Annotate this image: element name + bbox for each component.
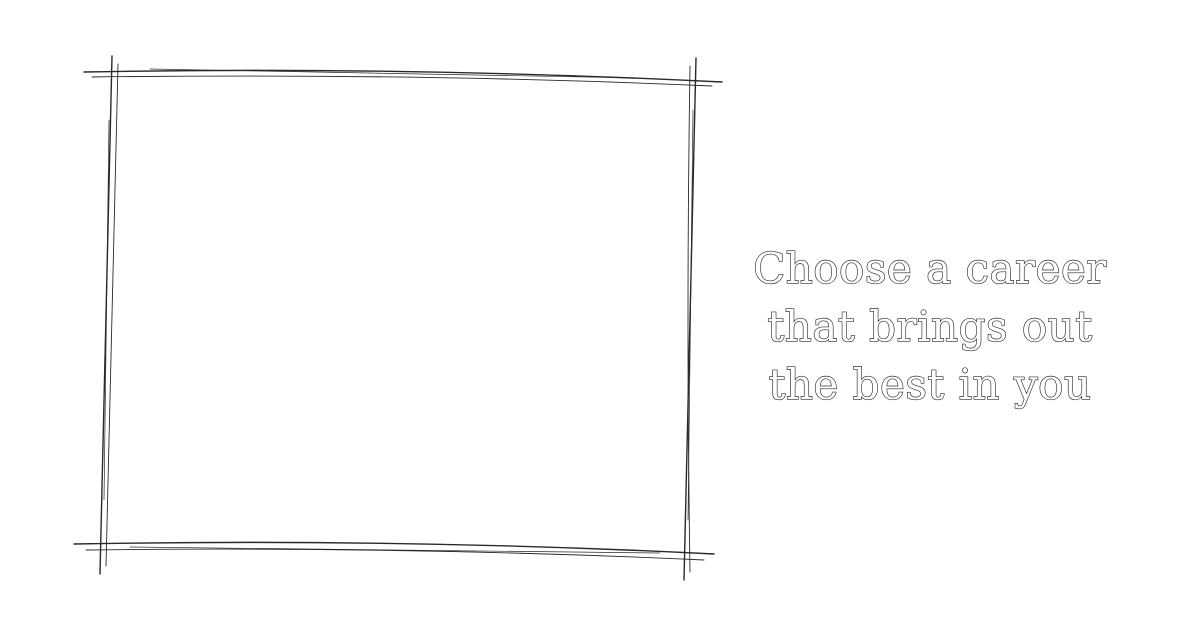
frame-bottom-stroke-2 (85, 548, 705, 561)
tagline-line-3: the best in you (768, 359, 1092, 409)
frame-top-stroke-2 (91, 75, 713, 87)
tagline-line-1: Choose a career (752, 243, 1107, 293)
frame-left-stroke-3 (103, 119, 110, 501)
frame-left-stroke (99, 55, 113, 575)
frame-bottom-stroke-3 (129, 546, 661, 554)
frame-top-stroke-3 (149, 68, 641, 79)
frame-right-stroke (683, 57, 697, 581)
frame-left-stroke-2 (105, 63, 119, 567)
tagline: Choose a career that brings out the best… (720, 240, 1140, 414)
tagline-line-2: that brings out (767, 301, 1093, 351)
frame-bottom-stroke (73, 541, 715, 555)
frame-right-stroke-2 (687, 65, 691, 573)
frame-right-stroke-3 (687, 109, 694, 521)
